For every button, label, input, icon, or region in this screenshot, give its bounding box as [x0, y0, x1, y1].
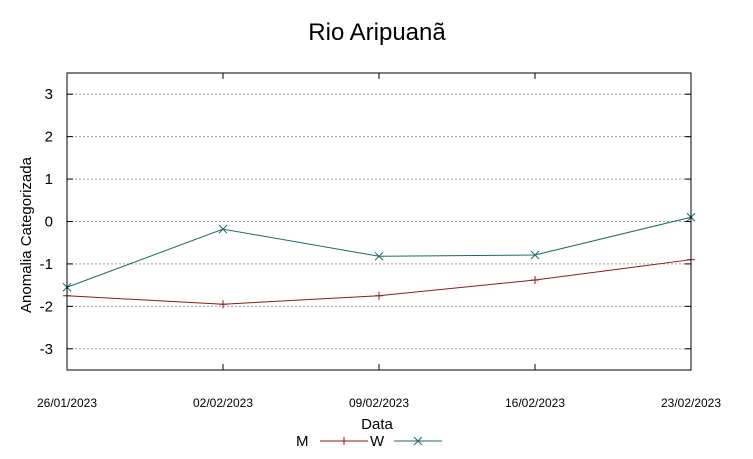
y-tick-label: 0: [45, 214, 53, 231]
series-line-w: [66, 216, 692, 288]
legend-marker-w: [413, 436, 423, 446]
grid-layer: [67, 93, 691, 350]
data-point-w: [218, 224, 228, 234]
data-point-w: [374, 251, 384, 261]
chart-title: Rio Aripuanã: [308, 19, 446, 46]
data-point-w-stroke: [530, 250, 540, 260]
tick-layer: -3 -2 -1 0 1 2 3 26/01/2023 02/02/2023 09/02/2023…: [37, 73, 721, 410]
y-tick-label: 3: [45, 86, 53, 103]
data-point-w: [530, 250, 540, 260]
y-tick-label: -3: [40, 341, 53, 358]
data-point-w-stroke: [374, 251, 384, 261]
legend-marker-w-stroke: [413, 436, 423, 446]
data-point-m: [219, 300, 227, 309]
x-tick-label: 23/02/2023: [661, 396, 721, 410]
y-tick-label: -2: [40, 298, 53, 315]
data-point-m: [375, 291, 383, 300]
data-point-w-stroke: [218, 224, 228, 234]
legend-label-w: W: [370, 433, 385, 450]
x-tick-label: 02/02/2023: [193, 396, 253, 410]
data-point-m: [531, 276, 539, 285]
y-axis-label: Anomalia Categorizada: [18, 156, 35, 313]
series-layer: [62, 212, 696, 309]
x-tick-label: 26/01/2023: [37, 396, 97, 410]
y-tick-label: 1: [45, 171, 53, 188]
legend-label-m: M: [296, 433, 309, 450]
y-tick-label: 2: [45, 129, 53, 146]
x-tick-label: 16/02/2023: [505, 396, 565, 410]
x-axis-label: Data: [361, 416, 393, 433]
x-tick-label: 09/02/2023: [349, 396, 409, 410]
y-tick-label: -1: [40, 256, 53, 273]
legend-marker-m: [340, 437, 348, 445]
